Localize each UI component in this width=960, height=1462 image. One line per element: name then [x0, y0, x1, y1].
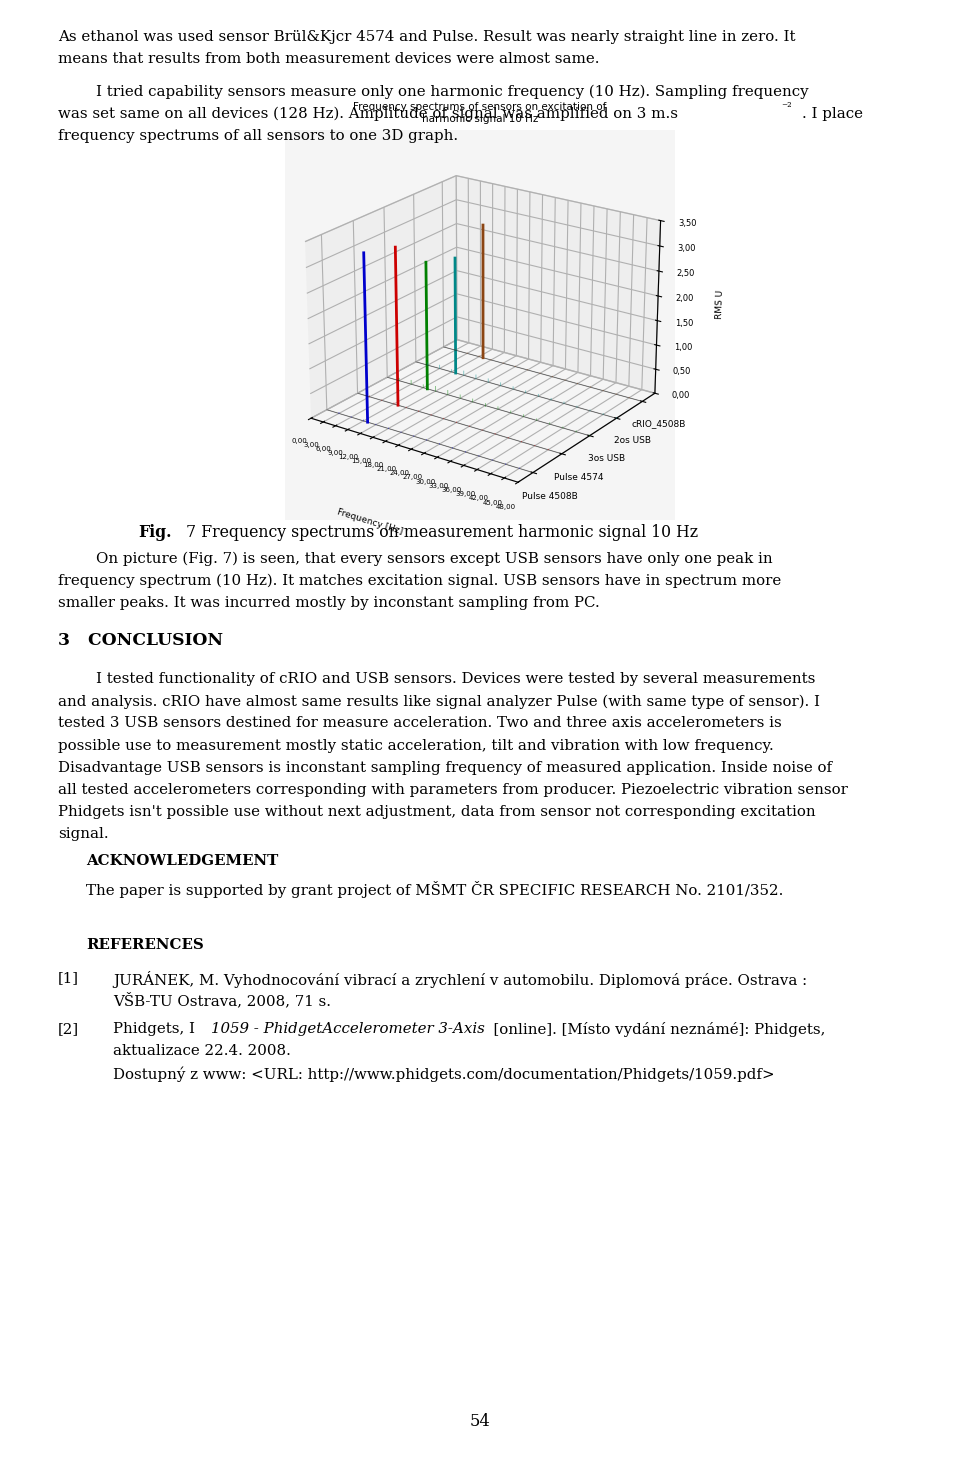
Text: On picture (Fig. 7) is seen, that every sensors except USB sensors have only one: On picture (Fig. 7) is seen, that every …: [58, 553, 773, 566]
Text: [2]: [2]: [58, 1022, 79, 1037]
Title: Frequency spectrums of sensors on excitation of
harmonic signal 10 Hz: Frequency spectrums of sensors on excita…: [353, 102, 607, 124]
Text: [1]: [1]: [58, 971, 79, 985]
Text: means that results from both measurement devices were almost same.: means that results from both measurement…: [58, 53, 599, 66]
Text: frequency spectrum (10 Hz). It matches excitation signal. USB sensors have in sp: frequency spectrum (10 Hz). It matches e…: [58, 575, 781, 588]
X-axis label: Frequency [Hz]: Frequency [Hz]: [336, 507, 404, 535]
Text: all tested accelerometers corresponding with parameters from producer. Piezoelec: all tested accelerometers corresponding …: [58, 784, 848, 797]
Text: signal.: signal.: [58, 827, 108, 842]
Text: Phidgets, I: Phidgets, I: [113, 1022, 200, 1037]
Text: Disadvantage USB sensors is inconstant sampling frequency of measured applicatio: Disadvantage USB sensors is inconstant s…: [58, 760, 832, 775]
Text: smaller peaks. It was incurred mostly by inconstant sampling from PC.: smaller peaks. It was incurred mostly by…: [58, 596, 600, 610]
Text: possible use to measurement mostly static acceleration, tilt and vibration with : possible use to measurement mostly stati…: [58, 738, 774, 753]
Text: frequency spectrums of all sensors to one 3D graph.: frequency spectrums of all sensors to on…: [58, 129, 458, 143]
Text: Phidgets isn't possible use without next adjustment, data from sensor not corres: Phidgets isn't possible use without next…: [58, 806, 816, 819]
Text: I tested functionality of cRIO and USB sensors. Devices were tested by several m: I tested functionality of cRIO and USB s…: [58, 673, 815, 686]
Text: aktualizace 22.4. 2008.: aktualizace 22.4. 2008.: [113, 1044, 291, 1058]
Text: . I place: . I place: [802, 107, 863, 121]
Text: [online]. [Místo vydání neznámé]: Phidgets,: [online]. [Místo vydání neznámé]: Phidge…: [484, 1022, 826, 1037]
Text: tested 3 USB sensors destined for measure acceleration. Two and three axis accel: tested 3 USB sensors destined for measur…: [58, 716, 781, 731]
Text: REFERENCES: REFERENCES: [86, 939, 204, 952]
Text: ACKNOWLEDGEMENT: ACKNOWLEDGEMENT: [86, 854, 278, 868]
Text: Dostupný z www: <URL: http://www.phidgets.com/documentation/Phidgets/1059.pdf>: Dostupný z www: <URL: http://www.phidget…: [113, 1066, 775, 1082]
Text: was set same on all devices (128 Hz). Amplitude of signal was amplified on 3 m.s: was set same on all devices (128 Hz). Am…: [58, 107, 678, 121]
Text: VŠB-TU Ostrava, 2008, 71 s.: VŠB-TU Ostrava, 2008, 71 s.: [113, 993, 331, 1009]
Text: 54: 54: [469, 1412, 491, 1430]
Text: JURÁNEK, M. Vyhodnocování vibrací a zrychlení v automobilu. Diplomová práce. Ost: JURÁNEK, M. Vyhodnocování vibrací a zryc…: [113, 971, 807, 988]
Text: 1059 - PhidgetAccelerometer 3-Axis: 1059 - PhidgetAccelerometer 3-Axis: [211, 1022, 485, 1037]
Text: As ethanol was used sensor Brül&Kjcr 4574 and Pulse. Result was nearly straight : As ethanol was used sensor Brül&Kjcr 457…: [58, 31, 796, 44]
Text: and analysis. cRIO have almost same results like signal analyzer Pulse (with sam: and analysis. cRIO have almost same resu…: [58, 694, 820, 709]
Text: Fig.: Fig.: [138, 523, 172, 541]
Text: The paper is supported by grant project of MŠMT ČR SPECIFIC RESEARCH No. 2101/35: The paper is supported by grant project …: [86, 882, 783, 898]
Text: 3   CONCLUSION: 3 CONCLUSION: [58, 632, 223, 649]
Text: I tried capability sensors measure only one harmonic frequency (10 Hz). Sampling: I tried capability sensors measure only …: [58, 85, 808, 99]
Text: ⁻²: ⁻²: [781, 101, 792, 114]
Text: 7 Frequency spectrums on measurement harmonic signal 10 Hz: 7 Frequency spectrums on measurement har…: [186, 523, 698, 541]
